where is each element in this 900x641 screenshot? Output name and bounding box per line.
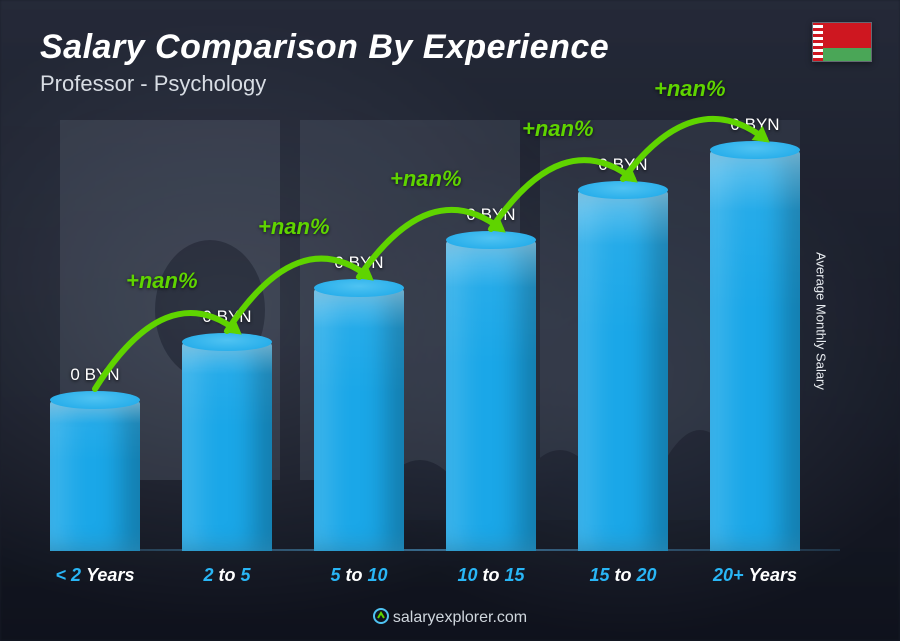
bar-group: < 2 Years xyxy=(50,401,140,551)
bar-value-label: 0 BYN xyxy=(294,253,424,273)
chart-title: Salary Comparison By Experience xyxy=(40,28,860,67)
bar xyxy=(446,241,536,551)
footer-text: salaryexplorer.com xyxy=(393,609,527,626)
bar-group: 2 to 5 xyxy=(182,343,272,551)
bar-top-ellipse xyxy=(314,279,404,297)
bar-group: 5 to 10 xyxy=(314,289,404,551)
bar xyxy=(710,151,800,551)
increase-percent-label: +nan% xyxy=(390,166,462,192)
bar xyxy=(578,191,668,551)
bar-group: 15 to 20 xyxy=(578,191,668,551)
bar-value-label: 0 BYN xyxy=(690,115,820,135)
category-label: < 2 Years xyxy=(30,565,160,586)
salaryexplorer-logo-icon xyxy=(373,608,389,624)
bar-top-ellipse xyxy=(578,181,668,199)
bar-group: 10 to 15 xyxy=(446,241,536,551)
category-label: 15 to 20 xyxy=(558,565,688,586)
bar-top-ellipse xyxy=(182,333,272,351)
bar xyxy=(182,343,272,551)
bar-group: 20+ Years xyxy=(710,151,800,551)
increase-percent-label: +nan% xyxy=(126,268,198,294)
flag-red-stripe xyxy=(823,23,871,48)
bar-value-label: 0 BYN xyxy=(558,155,688,175)
category-label: 2 to 5 xyxy=(162,565,292,586)
bar-value-label: 0 BYN xyxy=(162,307,292,327)
bar-top-ellipse xyxy=(446,231,536,249)
increase-percent-label: +nan% xyxy=(522,116,594,142)
footer-attribution: salaryexplorer.com xyxy=(0,608,900,627)
category-label: 20+ Years xyxy=(690,565,820,586)
increase-percent-label: +nan% xyxy=(258,214,330,240)
bar xyxy=(314,289,404,551)
bars-area: < 2 Years 0 BYN 2 to 5 0 BYN 5 to 10 0 BYN 10 … xyxy=(50,130,840,551)
bar-value-label: 0 BYN xyxy=(426,205,556,225)
category-label: 5 to 10 xyxy=(294,565,424,586)
increase-percent-label: +nan% xyxy=(654,76,726,102)
flag-green-stripe xyxy=(823,48,871,61)
chart-subtitle: Professor - Psychology xyxy=(40,71,860,97)
bar-top-ellipse xyxy=(710,141,800,159)
category-label: 10 to 15 xyxy=(426,565,556,586)
bar-value-label: 0 BYN xyxy=(30,365,160,385)
bar-top-ellipse xyxy=(50,391,140,409)
chart-container: Salary Comparison By Experience Professo… xyxy=(0,0,900,641)
bar xyxy=(50,401,140,551)
country-flag-belarus xyxy=(812,22,872,62)
